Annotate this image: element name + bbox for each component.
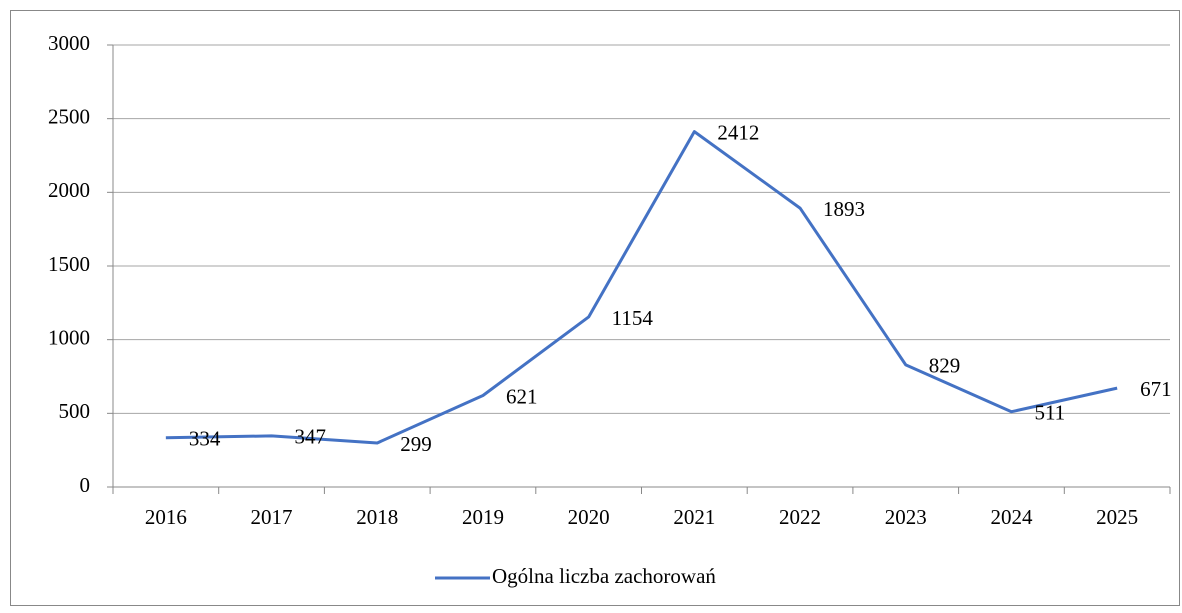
x-tick-label: 2022 (779, 505, 821, 529)
data-label: 511 (1034, 401, 1065, 425)
data-line (165, 130, 1118, 445)
x-tick-label: 2016 (145, 505, 187, 529)
data-label: 347 (295, 425, 327, 449)
x-tick-label: 2018 (356, 505, 398, 529)
data-label: 1154 (612, 306, 654, 330)
x-tick-label: 2021 (673, 505, 715, 529)
data-label: 334 (189, 427, 221, 451)
data-label: 299 (400, 432, 432, 456)
data-label: 2412 (717, 120, 759, 144)
x-tick-label: 2024 (990, 505, 1033, 529)
y-tick-label: 1000 (48, 325, 90, 349)
x-tick-label: 2019 (462, 505, 504, 529)
data-label: 829 (929, 354, 961, 378)
y-tick-label: 3000 (48, 31, 90, 55)
x-tick-label: 2025 (1096, 505, 1138, 529)
y-tick-label: 2500 (48, 104, 90, 128)
y-tick-label: 2000 (48, 178, 90, 202)
data-label: 671 (1140, 377, 1172, 401)
x-tick-label: 2023 (885, 505, 927, 529)
data-label: 621 (506, 384, 538, 408)
legend-label: Ogólna liczba zachorowań (492, 564, 716, 588)
x-tick-label: 2017 (251, 505, 293, 529)
x-tick-label: 2020 (568, 505, 610, 529)
data-label: 1893 (823, 197, 865, 221)
y-tick-label: 500 (59, 399, 91, 423)
y-tick-label: 0 (80, 473, 91, 497)
y-tick-label: 1500 (48, 252, 90, 276)
